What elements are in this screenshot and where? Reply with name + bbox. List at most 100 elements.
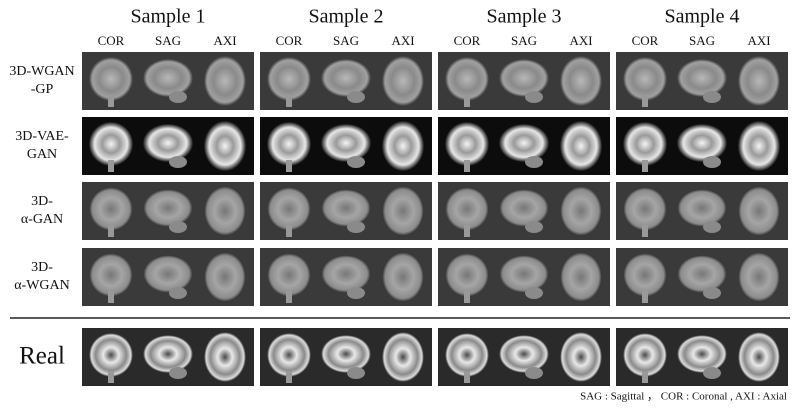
brainstem [286, 291, 292, 303]
cerebellum [703, 91, 721, 103]
brain-axi [560, 56, 602, 106]
view-label: AXI [391, 33, 414, 48]
view-label: COR [276, 33, 303, 48]
brain-cor [267, 187, 311, 231]
view-label: COR [98, 33, 125, 48]
view-label: COR [454, 33, 481, 48]
view-label: SAG [333, 33, 359, 48]
brain-axi [204, 56, 246, 106]
brain-cor [445, 122, 489, 166]
brain-cor [623, 122, 667, 166]
brain-axi [382, 121, 424, 171]
row-label: 3D- [31, 260, 53, 275]
cerebellum [347, 91, 365, 103]
brain-cor [267, 253, 311, 297]
brainstem [464, 371, 470, 383]
brain-sag [677, 255, 727, 293]
column-title: Sample 3 [487, 6, 562, 28]
cerebellum [347, 156, 365, 168]
cerebellum [169, 156, 187, 168]
column-title: Sample 1 [131, 6, 206, 28]
brain-axi [560, 186, 602, 236]
brain-axi [204, 332, 246, 382]
cerebellum [525, 91, 543, 103]
brain-cor [267, 57, 311, 101]
brainstem [286, 225, 292, 237]
brain-sag [321, 189, 371, 227]
brain-cor [445, 333, 489, 377]
cerebellum [169, 91, 187, 103]
brain-axi [738, 186, 780, 236]
brain-cor [445, 57, 489, 101]
brain-cor [623, 187, 667, 231]
brain-cor [89, 333, 133, 377]
brain-cor [89, 57, 133, 101]
row-label: α-GAN [21, 212, 63, 227]
brainstem [642, 291, 648, 303]
brainstem [286, 160, 292, 172]
view-label: SAG [511, 33, 537, 48]
footnote: SAG : Sagittal ， COR : Coronal , AXI : A… [580, 391, 787, 403]
brain-sag [321, 124, 371, 162]
brain-sag [677, 124, 727, 162]
brain-sag [321, 255, 371, 293]
brain-axi [560, 332, 602, 382]
cerebellum [703, 367, 721, 379]
brainstem [642, 371, 648, 383]
brainstem [464, 160, 470, 172]
brainstem [286, 371, 292, 383]
view-label: SAG [155, 33, 181, 48]
brain-axi [382, 332, 424, 382]
cerebellum [169, 221, 187, 233]
cerebellum [703, 156, 721, 168]
brainstem [642, 95, 648, 107]
brain-sag [499, 59, 549, 97]
brain-sag [143, 124, 193, 162]
row-label: α-WGAN [14, 278, 70, 293]
brain-cor [623, 57, 667, 101]
cerebellum [347, 287, 365, 299]
brain-cor [89, 187, 133, 231]
brainstem [108, 371, 114, 383]
brain-axi [738, 56, 780, 106]
brainstem [108, 291, 114, 303]
brain-sag [499, 189, 549, 227]
view-label: AXI [213, 33, 236, 48]
brainstem [108, 95, 114, 107]
brainstem [108, 160, 114, 172]
brain-sag [677, 335, 727, 373]
brain-sag [499, 335, 549, 373]
brainstem [464, 95, 470, 107]
view-label: AXI [747, 33, 770, 48]
brain-cor [89, 253, 133, 297]
brain-sag [499, 255, 549, 293]
cerebellum [525, 287, 543, 299]
view-label: SAG [689, 33, 715, 48]
cerebellum [525, 367, 543, 379]
brainstem [108, 225, 114, 237]
brain-sag [143, 335, 193, 373]
brain-cor [445, 187, 489, 231]
row-label: Real [19, 343, 65, 370]
brain-axi [738, 252, 780, 302]
brain-sag [499, 124, 549, 162]
brain-axi [204, 121, 246, 171]
cerebellum [347, 367, 365, 379]
cerebellum [169, 287, 187, 299]
row-label: GAN [27, 147, 57, 162]
cerebellum [169, 367, 187, 379]
cerebellum [703, 221, 721, 233]
view-label: AXI [569, 33, 592, 48]
brain-axi [382, 186, 424, 236]
view-label: COR [632, 33, 659, 48]
brain-sag [321, 335, 371, 373]
brain-axi [560, 121, 602, 171]
cerebellum [703, 287, 721, 299]
row-label: 3D- [31, 194, 53, 209]
brainstem [642, 160, 648, 172]
cerebellum [347, 221, 365, 233]
brain-axi [738, 332, 780, 382]
column-title: Sample 2 [309, 6, 384, 28]
brainstem [286, 95, 292, 107]
